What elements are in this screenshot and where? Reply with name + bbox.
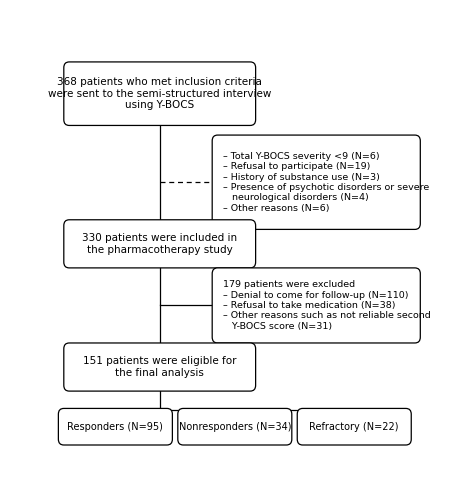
FancyBboxPatch shape — [64, 343, 255, 391]
Text: 151 patients were eligible for
the final analysis: 151 patients were eligible for the final… — [83, 356, 236, 378]
FancyBboxPatch shape — [58, 408, 172, 445]
FancyBboxPatch shape — [64, 220, 255, 268]
FancyBboxPatch shape — [64, 62, 255, 126]
Text: 330 patients were included in
the pharmacotherapy study: 330 patients were included in the pharma… — [82, 233, 237, 254]
FancyBboxPatch shape — [212, 268, 420, 343]
Text: 179 patients were excluded
– Denial to come for follow-up (N=110)
– Refusal to t: 179 patients were excluded – Denial to c… — [223, 280, 431, 330]
Text: 368 patients who met inclusion criteria
were sent to the semi-structured intervi: 368 patients who met inclusion criteria … — [48, 77, 271, 110]
FancyBboxPatch shape — [212, 135, 420, 230]
Text: Refractory (N=22): Refractory (N=22) — [310, 422, 399, 432]
FancyBboxPatch shape — [297, 408, 411, 445]
FancyBboxPatch shape — [178, 408, 292, 445]
Text: Nonresponders (N=34): Nonresponders (N=34) — [178, 422, 291, 432]
Text: – Total Y-BOCS severity <9 (N=6)
– Refusal to participate (N=19)
– History of su: – Total Y-BOCS severity <9 (N=6) – Refus… — [223, 152, 429, 212]
Text: Responders (N=95): Responders (N=95) — [67, 422, 163, 432]
